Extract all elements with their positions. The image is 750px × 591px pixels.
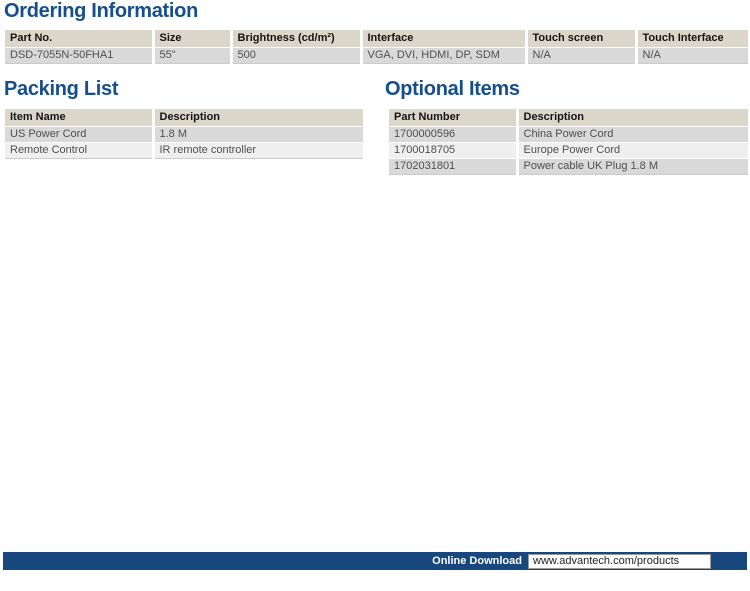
- column-header: Brightness (cd/m²): [231, 30, 363, 48]
- column-header: Interface: [361, 30, 528, 48]
- table-cell: 1702031801: [389, 158, 519, 175]
- table-cell: 1700018705: [389, 142, 519, 159]
- table-row: DSD-7055N-50FHA1 55" 500 VGA, DVI, HDMI, DP…: [5, 47, 748, 64]
- column-header: Touch Interface: [636, 30, 748, 48]
- table-cell: Europe Power Cord: [517, 142, 748, 159]
- table-cell: 1.8 M: [153, 126, 363, 143]
- ordering-information-table: Part No. Size Brightness (cd/m²) Interface T…: [5, 30, 748, 64]
- table-cell: DSD-7055N-50FHA1: [5, 47, 155, 64]
- header-row: Part No. Size Brightness (cd/m²) Interface T…: [5, 30, 748, 48]
- table-cell: IR remote controller: [153, 142, 363, 159]
- packing-list-table: Item Name Description US Power Cord 1.8 M Re…: [5, 109, 363, 159]
- table-row: 1702031801 Power cable UK Plug 1.8 M: [389, 158, 748, 175]
- column-header: Touch screen: [526, 30, 638, 48]
- header-row: Item Name Description: [5, 109, 363, 127]
- section-title-optional-items: Optional Items: [385, 78, 520, 100]
- column-header: Part Number: [389, 109, 519, 127]
- table-cell: 1700000596: [389, 126, 519, 143]
- column-header: Description: [517, 109, 748, 127]
- column-header: Item Name: [5, 109, 155, 127]
- table-cell: VGA, DVI, HDMI, DP, SDM: [361, 47, 528, 64]
- table-cell: N/A: [636, 47, 748, 64]
- section-title-ordering-information: Ordering Information: [4, 0, 199, 22]
- table-cell: N/A: [526, 47, 638, 64]
- column-header: Description: [153, 109, 363, 127]
- table-cell: 55": [153, 47, 233, 64]
- table-row: US Power Cord 1.8 M: [5, 126, 363, 143]
- table-cell: 500: [231, 47, 363, 64]
- online-download-label: Online Download: [432, 555, 522, 567]
- table-row: 1700000596 China Power Cord: [389, 126, 748, 143]
- header-row: Part Number Description: [389, 109, 748, 127]
- footer-bar: Online Download www.advantech.com/produc…: [3, 552, 747, 570]
- section-title-packing-list: Packing List: [4, 78, 119, 100]
- table-cell: US Power Cord: [5, 126, 155, 143]
- table-row: 1700018705 Europe Power Cord: [389, 142, 748, 159]
- table-cell: China Power Cord: [517, 126, 748, 143]
- table-cell: Power cable UK Plug 1.8 M: [517, 158, 748, 175]
- optional-items-table: Part Number Description 1700000596 China Po…: [389, 109, 748, 175]
- online-download-url[interactable]: www.advantech.com/products: [528, 553, 711, 569]
- column-header: Size: [153, 30, 233, 48]
- table-cell: Remote Control: [5, 142, 155, 159]
- column-header: Part No.: [5, 30, 155, 48]
- table-row: Remote Control IR remote controller: [5, 142, 363, 159]
